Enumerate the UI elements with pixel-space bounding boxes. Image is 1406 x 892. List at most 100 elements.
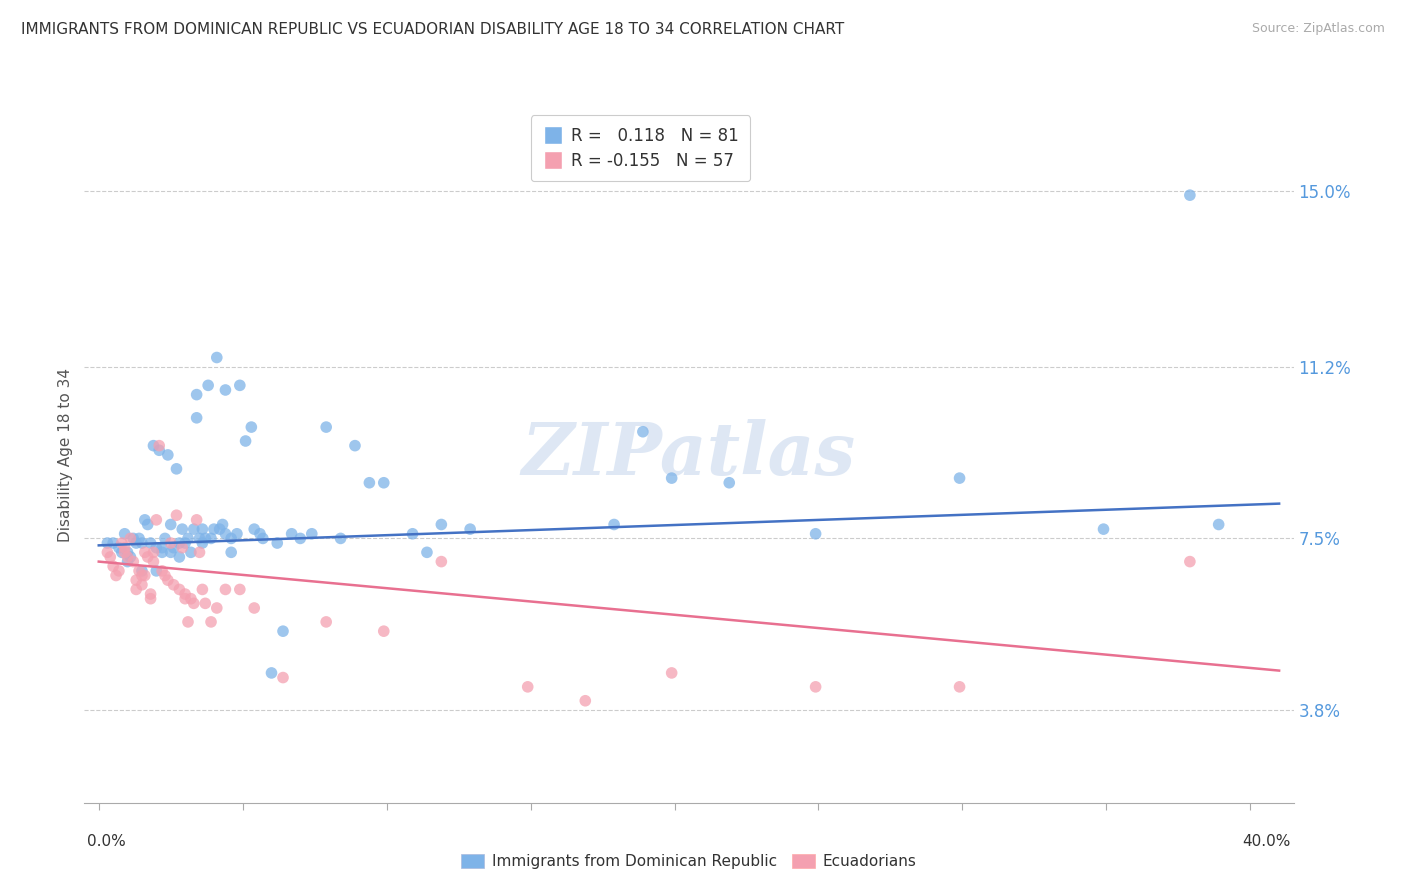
Point [718, 475, 741, 490]
Point [226, 526, 249, 541]
Point [271, 624, 294, 639]
Point [166, 462, 188, 476]
Point [111, 545, 134, 559]
Point [131, 564, 153, 578]
Text: Source: ZipAtlas.com: Source: ZipAtlas.com [1251, 22, 1385, 36]
Point [214, 582, 236, 597]
Point [142, 555, 165, 569]
Text: IMMIGRANTS FROM DOMINICAN REPUBLIC VS ECUADORIAN DISABILITY AGE 18 TO 34 CORRELA: IMMIGRANTS FROM DOMINICAN REPUBLIC VS EC… [21, 22, 845, 37]
Point [219, 545, 242, 559]
Point [574, 694, 596, 708]
Point [169, 536, 191, 550]
Point [122, 532, 145, 546]
Point [142, 439, 165, 453]
Text: 40.0%: 40.0% [1243, 834, 1291, 849]
Point [260, 665, 283, 680]
Point [145, 564, 167, 578]
Point [162, 578, 184, 592]
Point [177, 615, 200, 629]
Point [631, 425, 654, 439]
Point [191, 536, 214, 550]
Point [211, 517, 233, 532]
Point [197, 378, 219, 392]
Point [373, 624, 395, 639]
Point [180, 591, 202, 606]
Point [128, 564, 150, 578]
Point [180, 545, 202, 559]
Point [131, 536, 153, 550]
Point [174, 587, 197, 601]
Point [343, 439, 366, 453]
Point [145, 513, 167, 527]
Point [191, 582, 214, 597]
Point [229, 582, 252, 597]
Text: 0.0%: 0.0% [87, 834, 127, 849]
Point [315, 420, 337, 434]
Point [243, 522, 266, 536]
Point [96, 545, 118, 559]
Point [142, 545, 165, 559]
Point [136, 517, 159, 532]
Point [208, 522, 231, 536]
Point [948, 680, 970, 694]
Point [603, 517, 626, 532]
Point [219, 532, 242, 546]
Point [114, 526, 136, 541]
Point [122, 555, 145, 569]
Point [315, 615, 337, 629]
Point [183, 522, 205, 536]
Point [1092, 522, 1115, 536]
Point [108, 541, 131, 555]
Point [134, 513, 156, 527]
Point [1178, 188, 1201, 202]
Point [240, 420, 263, 434]
Point [108, 564, 131, 578]
Point [120, 549, 142, 564]
Legend: Immigrants from Dominican Republic, Ecuadorians: Immigrants from Dominican Republic, Ecua… [456, 848, 922, 875]
Point [200, 532, 222, 546]
Point [458, 522, 481, 536]
Point [186, 387, 208, 401]
Point [290, 532, 312, 546]
Point [266, 536, 288, 550]
Point [271, 671, 294, 685]
Point [214, 526, 236, 541]
Point [183, 596, 205, 610]
Point [105, 568, 128, 582]
Point [150, 541, 173, 555]
Point [205, 351, 228, 365]
Point [156, 573, 179, 587]
Point [301, 526, 323, 541]
Point [145, 541, 167, 555]
Point [416, 545, 439, 559]
Point [174, 536, 197, 550]
Point [148, 439, 170, 453]
Point [117, 555, 139, 569]
Point [235, 434, 257, 448]
Point [516, 680, 538, 694]
Point [373, 475, 395, 490]
Point [186, 513, 208, 527]
Point [200, 615, 222, 629]
Point [329, 532, 352, 546]
Point [166, 508, 188, 523]
Point [186, 410, 208, 425]
Point [243, 601, 266, 615]
Point [139, 536, 162, 550]
Point [430, 555, 453, 569]
Point [150, 564, 173, 578]
Point [150, 545, 173, 559]
Point [96, 536, 118, 550]
Point [169, 582, 191, 597]
Point [120, 532, 142, 546]
Point [159, 545, 181, 559]
Point [188, 545, 211, 559]
Y-axis label: Disability Age 18 to 34: Disability Age 18 to 34 [58, 368, 73, 542]
Point [159, 517, 181, 532]
Point [139, 591, 162, 606]
Point [98, 549, 121, 564]
Point [229, 378, 252, 392]
Point [804, 526, 827, 541]
Point [111, 536, 134, 550]
Point [252, 532, 274, 546]
